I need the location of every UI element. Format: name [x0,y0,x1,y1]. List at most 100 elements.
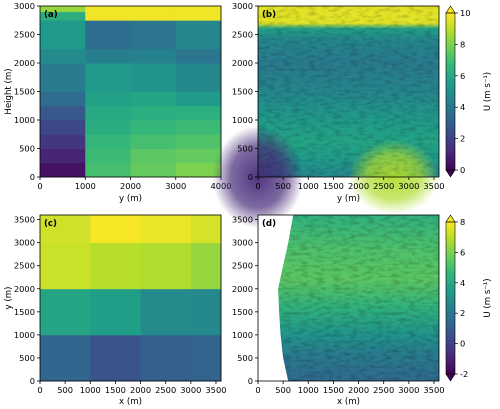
y-tick-label: 2000 [14,58,35,68]
colorbar-tick-label: 8 [460,217,465,227]
y-tick-label: 2500 [14,30,35,40]
panel-b-xlabel: y (m) [337,194,360,204]
heatmap-cell [175,105,222,121]
panel-c-ylabel: y (m) [4,287,14,310]
panel-c-label: (c) [44,219,57,229]
panel-a-label: (a) [44,10,58,20]
heatmap-cell [130,120,177,135]
heatmap-cell [40,48,86,64]
x-tick-label: 2000 [120,181,141,191]
x-tick-label: 3000 [398,385,419,395]
panel-d: 0 500 1000 1500 2000 2500 3000 3500 0 500 1000 1500… [232,214,493,407]
heatmap-cell [85,48,131,64]
x-tick-label: 3500 [423,385,444,395]
heatmap-cell [130,91,177,107]
y-tick-label: 1000 [232,330,253,340]
panel-c: 0 500 1000 1500 2000 2500 3000 3500 0 500 1000 1500… [4,214,227,407]
heatmap-cell [130,105,177,121]
heatmap-cell [85,63,131,92]
colorbar-frame [445,12,456,171]
heatmap-cell [40,334,91,382]
x-tick-label: 1000 [75,181,96,191]
panel-c-ticks: 0 500 1000 1500 2000 2500 3000 3500 0 500 1000 1500… [14,215,227,395]
heatmap-cell [85,120,131,135]
y-tick-label: 500 [19,353,35,363]
y-tick-label: 3000 [14,1,35,11]
panel-a: 0100020003000400005001000150020002500300… [4,1,232,204]
y-tick-label: 500 [237,144,253,154]
x-tick-label: 0 [37,181,42,191]
panel-b-label: (b) [262,10,276,20]
y-tick-label: 1000 [232,115,253,125]
y-tick-label: 3000 [232,1,253,11]
colorbar-tick-label: 0 [460,339,465,349]
heatmap-cell [140,242,192,290]
x-tick-label: 1000 [298,385,319,395]
y-tick-label: 3500 [232,215,253,225]
y-tick-label: 1000 [14,115,35,125]
y-tick-label: 3000 [232,238,253,248]
heatmap-cell [85,6,131,13]
panel-d-frame [257,214,440,382]
heatmap-cell [40,6,86,13]
x-tick-label: 2500 [373,181,394,191]
y-tick-label: 1500 [232,87,253,97]
x-tick-label: 1000 [298,181,319,191]
heatmap-cell [140,334,192,382]
colorbar-d: -2 0 2 4 6 8 U (m s⁻¹) [445,214,493,382]
panel-b: 0 500 1000 1500 2000 2500 3000 3500 0 500 1000 1500… [212,1,493,229]
heatmap-cell [175,134,222,149]
heatmap-cell [175,91,222,107]
colorbar-gradient [446,13,455,170]
y-tick-label: 500 [237,353,253,363]
panel-c-xlabel: x (m) [119,397,142,407]
y-tick-label: 2000 [232,284,253,294]
heatmap-cell [40,242,91,290]
heatmap-cell [40,162,86,178]
heatmap-cell [190,334,222,382]
heatmap-cell [40,105,86,121]
x-tick-label: 2000 [348,181,369,191]
x-tick-label: 3000 [398,181,419,191]
heatmap-cell [175,148,222,164]
panel-b-turbulence-texture [258,6,439,177]
colorbar-tick-label: 2 [460,308,465,318]
colorbar-extend-min [445,169,456,178]
heatmap-cell [175,6,222,13]
heatmap-cell [40,134,86,149]
colorbar-tick-label: 6 [460,71,465,81]
panel-c-frame [39,214,222,382]
colorbar-b: 0 2 4 6 8 10 U (m s⁻¹) [445,5,493,178]
x-tick-label: 0 [255,385,260,395]
colorbar-gradient [446,222,455,374]
colorbar-label: U (m s⁻¹) [483,278,493,317]
y-tick-label: 2500 [14,261,35,271]
y-tick-label: 1500 [232,307,253,317]
heatmap-cell [40,11,86,21]
heatmap-cell [175,162,222,178]
y-tick-label: 500 [19,144,35,154]
panel-c-cells [40,215,222,382]
x-tick-label: 3500 [423,181,444,191]
y-tick-label: 1000 [14,330,35,340]
colorbar-tick-label: 10 [460,8,471,18]
heatmap-cell [130,48,177,64]
heatmap-cell [90,288,141,336]
heatmap-cell [140,215,192,244]
x-tick-label: 0 [37,385,42,395]
heatmap-cell [85,105,131,121]
heatmap-cell [85,162,131,178]
y-tick-label: 1500 [14,307,35,317]
colorbar-frame [445,221,456,375]
heatmap-cell [130,11,177,21]
heatmap-cell [85,91,131,107]
colorbar-extend-max [445,214,456,223]
x-tick-label: 1000 [80,385,101,395]
y-tick-label: 2500 [232,261,253,271]
x-tick-label: 0 [255,181,260,191]
colorbar-tick-label: 0 [460,165,465,175]
colorbar-tick-label: -2 [460,369,468,379]
heatmap-cell [40,120,86,135]
colorbar-tick-label: 4 [460,278,465,288]
y-tick-label: 0 [30,376,35,386]
